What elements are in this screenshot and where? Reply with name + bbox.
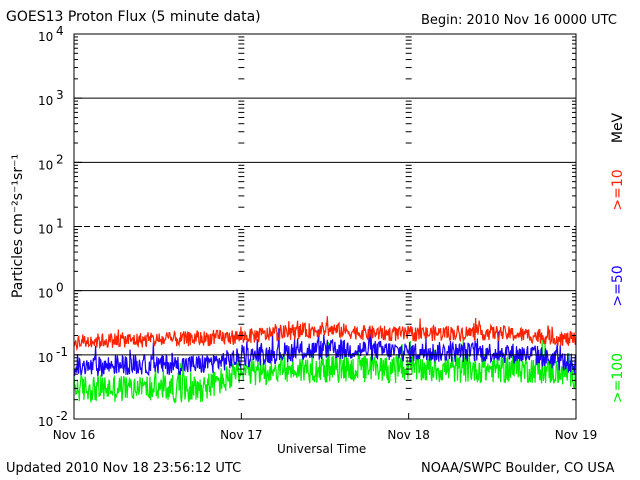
- y-tick-exponent: 0: [56, 281, 64, 295]
- legend-unit: MeV: [610, 112, 626, 143]
- y-tick-exponent: 1: [56, 217, 64, 231]
- chart-title: GOES13 Proton Flux (5 minute data): [6, 9, 261, 25]
- grid-layer: [74, 97, 576, 356]
- y-tick-exponent: 3: [56, 88, 64, 102]
- series-layer: [73, 316, 577, 404]
- legend-series-100: >=100: [610, 353, 626, 403]
- x-axis-label: Universal Time: [277, 442, 367, 456]
- x-tick-label: Nov 16: [53, 428, 96, 442]
- y-tick-base: 10: [38, 287, 53, 301]
- y-tick-base: 10: [38, 94, 53, 108]
- source-credit: NOAA/SWPC Boulder, CO USA: [421, 461, 615, 476]
- y-tick-exponent: 4: [56, 24, 64, 38]
- begin-label: Begin: 2010 Nov 16 0000 UTC: [421, 13, 617, 28]
- y-tick-label: 10 2: [38, 152, 64, 172]
- y-tick-base: 10: [38, 30, 53, 44]
- y-tick-base: 10: [38, 351, 53, 365]
- series-line-gte50: [73, 326, 577, 377]
- y-axis-label: Particles cm⁻²s⁻¹sr⁻¹: [10, 154, 26, 298]
- y-tick-base: 10: [38, 223, 53, 237]
- y-tick-exponent: 2: [56, 152, 64, 166]
- x-tick-label: Nov 17: [220, 428, 263, 442]
- series-line-gte100: [73, 335, 577, 404]
- y-tick-exponent: -2: [56, 409, 68, 423]
- y-tick-label: 10 -1: [38, 345, 68, 365]
- y-tick-label: 10 4: [38, 24, 64, 44]
- x-tick-label: Nov 18: [387, 428, 430, 442]
- legend-series-10: >=10: [610, 169, 626, 210]
- updated-timestamp: Updated 2010 Nov 18 23:56:12 UTC: [6, 461, 242, 476]
- x-tick-label: Nov 19: [555, 428, 598, 442]
- legend-series-50: >=50: [610, 265, 626, 306]
- y-tick-label: 10 -2: [38, 409, 68, 429]
- y-tick-label: 10 0: [38, 281, 64, 301]
- y-tick-label: 10 1: [38, 217, 64, 237]
- series-line-gte10: [73, 316, 577, 352]
- minor-ticks: [74, 36, 576, 401]
- y-tick-exponent: -1: [56, 345, 68, 359]
- y-tick-base: 10: [38, 158, 53, 172]
- y-tick-base: 10: [38, 415, 53, 429]
- x-tick-labels: Nov 16 Nov 17 Nov 18 Nov 19: [53, 413, 598, 442]
- y-tick-label: 10 3: [38, 88, 64, 108]
